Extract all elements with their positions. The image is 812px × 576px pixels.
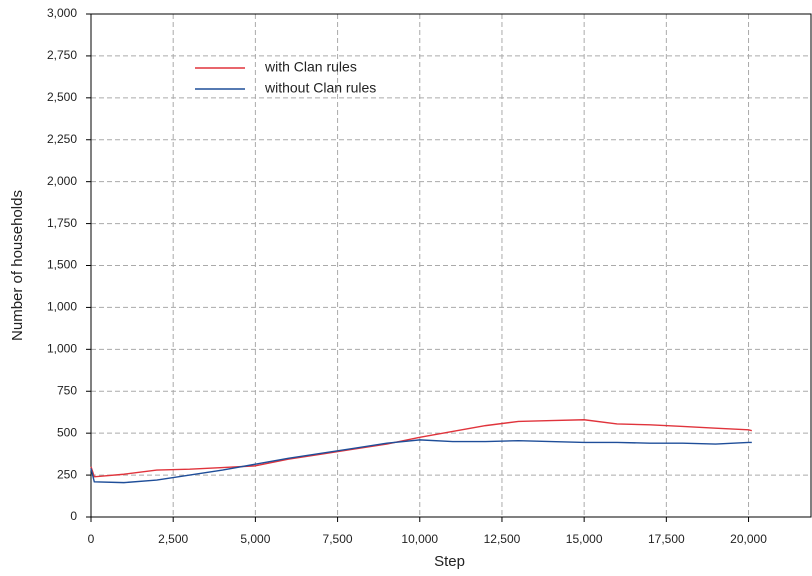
y-tick-label: 1,750 — [47, 216, 77, 230]
x-tick-label: 15,000 — [566, 532, 603, 546]
legend-label: without Clan rules — [264, 80, 376, 96]
y-tick-label: 2,750 — [47, 48, 77, 62]
y-axis-label: Number of households — [9, 190, 26, 341]
y-tick-label: 2,500 — [47, 90, 77, 104]
y-tick-label: 1,000 — [47, 300, 77, 314]
y-tick-label: 250 — [57, 467, 77, 481]
series-line — [90, 439, 752, 484]
x-axis-label: Step — [434, 553, 465, 570]
y-tick-label: 1,500 — [47, 258, 77, 272]
series-line — [90, 419, 752, 478]
x-tick-label: 5,000 — [240, 532, 270, 546]
y-tick-label: 1,000 — [47, 342, 77, 356]
legend-label: with Clan rules — [264, 59, 357, 75]
x-tick-label: 20,000 — [730, 532, 767, 546]
x-tick-label: 7,500 — [323, 532, 353, 546]
y-tick-label: 2,000 — [47, 174, 77, 188]
y-tick-label: 750 — [57, 383, 77, 397]
x-tick-label: 2,500 — [158, 532, 188, 546]
x-tick-label: 0 — [88, 532, 95, 546]
x-tick-label: 17,500 — [648, 532, 685, 546]
y-tick-label: 500 — [57, 425, 77, 439]
y-tick-label: 0 — [70, 509, 77, 523]
x-tick-label: 10,000 — [401, 532, 438, 546]
x-tick-label: 12,500 — [484, 532, 521, 546]
y-tick-label: 3,000 — [47, 6, 77, 20]
plot-frame — [90, 13, 812, 518]
y-tick-label: 2,250 — [47, 132, 77, 146]
